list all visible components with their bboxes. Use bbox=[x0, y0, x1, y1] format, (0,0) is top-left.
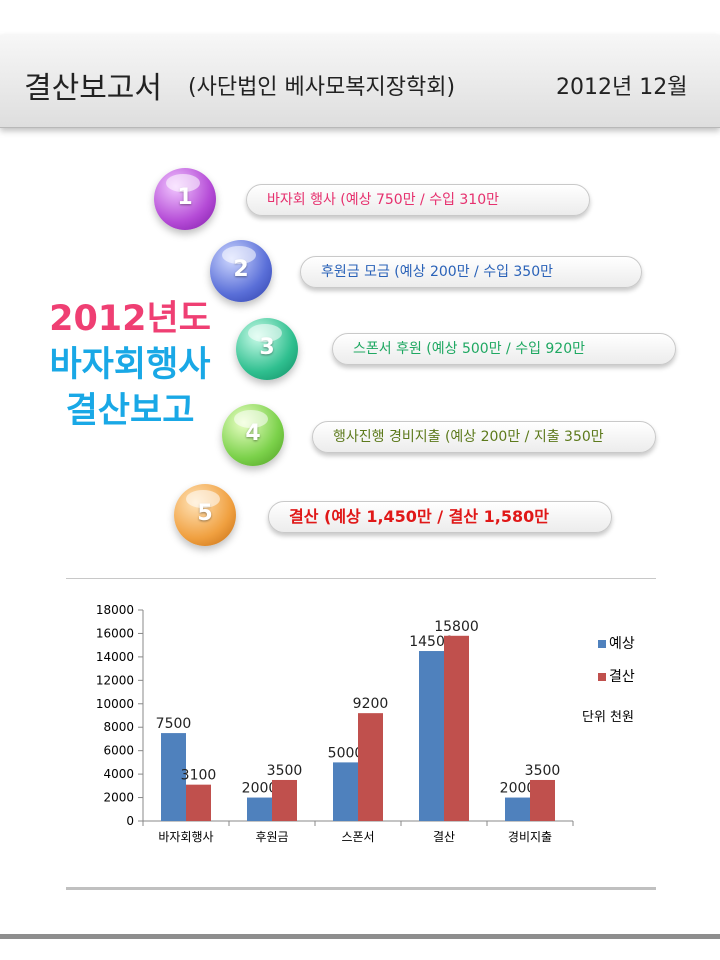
bar-forecast bbox=[333, 762, 358, 821]
step-5-pill: 결산 (예상 1,450만 / 결산 1,580만 bbox=[268, 501, 612, 533]
data-label: 7500 bbox=[156, 716, 192, 732]
side-title-report: 결산보고 bbox=[65, 391, 195, 431]
bar-forecast bbox=[247, 797, 272, 821]
step-4-ball: 4 bbox=[222, 404, 284, 466]
step-3-ball: 3 bbox=[236, 318, 298, 380]
legend-swatch bbox=[598, 673, 606, 681]
legend-label: 예상 bbox=[609, 636, 635, 652]
step-5-ball: 5 bbox=[174, 484, 236, 546]
data-label: 5000 bbox=[328, 745, 364, 761]
step-2-ball: 2 bbox=[210, 240, 272, 302]
unit-note: 단위 천원 bbox=[582, 710, 634, 725]
bar-actual bbox=[444, 635, 469, 821]
step-3-pill: 스폰서 후원 (예상 500만 / 수입 920만 bbox=[332, 333, 676, 365]
data-label: 9200 bbox=[353, 696, 389, 712]
data-label: 2000 bbox=[242, 781, 278, 797]
x-tick-label: 후원금 bbox=[255, 830, 288, 844]
bar-actual bbox=[272, 779, 297, 821]
data-label: 2000 bbox=[500, 781, 536, 797]
step-1-pill: 바자회 행사 (예상 750만 / 수입 310만 bbox=[246, 184, 590, 216]
step-1-ball: 1 bbox=[154, 168, 216, 230]
y-tick-label: 14000 bbox=[96, 650, 134, 664]
bar-forecast bbox=[505, 797, 530, 821]
x-tick-label: 경비지출 bbox=[508, 830, 552, 844]
x-tick-label: 바자회행사 bbox=[158, 829, 213, 844]
bar-actual bbox=[530, 779, 555, 821]
divider-top bbox=[66, 578, 656, 579]
y-tick-label: 8000 bbox=[103, 720, 134, 734]
y-tick-label: 16000 bbox=[96, 626, 134, 640]
bar-actual bbox=[186, 784, 211, 821]
data-label: 14500 bbox=[409, 634, 454, 650]
budget-bar-chart: 0 2000 4000 6000 8000 10000 12000 14000 16000 180… bbox=[96, 603, 635, 844]
divider-bottom bbox=[66, 887, 656, 890]
data-label: 3100 bbox=[181, 768, 217, 784]
side-title-event: 바자회행사 bbox=[49, 345, 211, 385]
report-title: 결산보고서 bbox=[24, 71, 162, 106]
y-tick-label: 10000 bbox=[96, 697, 134, 711]
x-tick-label: 스폰서 bbox=[341, 830, 374, 844]
x-tick-label: 결산 bbox=[433, 830, 455, 844]
y-tick-label: 6000 bbox=[103, 744, 134, 758]
y-tick-label: 4000 bbox=[103, 767, 134, 781]
bar-forecast bbox=[419, 651, 444, 821]
legend-swatch bbox=[598, 640, 606, 648]
bar-actual bbox=[358, 713, 383, 821]
y-tick-label: 12000 bbox=[96, 673, 134, 687]
data-label: 15800 bbox=[434, 619, 479, 635]
step-4-pill: 행사진행 경비지출 (예상 200만 / 지출 350만 bbox=[312, 421, 656, 453]
y-tick-label: 0 bbox=[126, 814, 134, 828]
side-title: 2012년도 바자회행사 결산보고 bbox=[30, 296, 230, 434]
y-tick-label: 18000 bbox=[96, 603, 134, 617]
data-label: 3500 bbox=[267, 763, 303, 779]
organization-name: (사단법인 베사모복지장학회) bbox=[188, 75, 456, 100]
header-bar: 결산보고서 (사단법인 베사모복지장학회) 2012년 12월 bbox=[0, 35, 720, 128]
report-date: 2012년 12월 bbox=[556, 75, 688, 100]
data-label: 3500 bbox=[525, 763, 561, 779]
side-title-year: 2012년도 bbox=[49, 299, 211, 339]
legend-label: 결산 bbox=[609, 669, 635, 685]
footer-bar bbox=[0, 934, 720, 939]
y-tick-label: 2000 bbox=[103, 791, 134, 805]
bar-forecast bbox=[161, 733, 186, 821]
step-2-pill: 후원금 모금 (예상 200만 / 수입 350만 bbox=[300, 256, 642, 288]
